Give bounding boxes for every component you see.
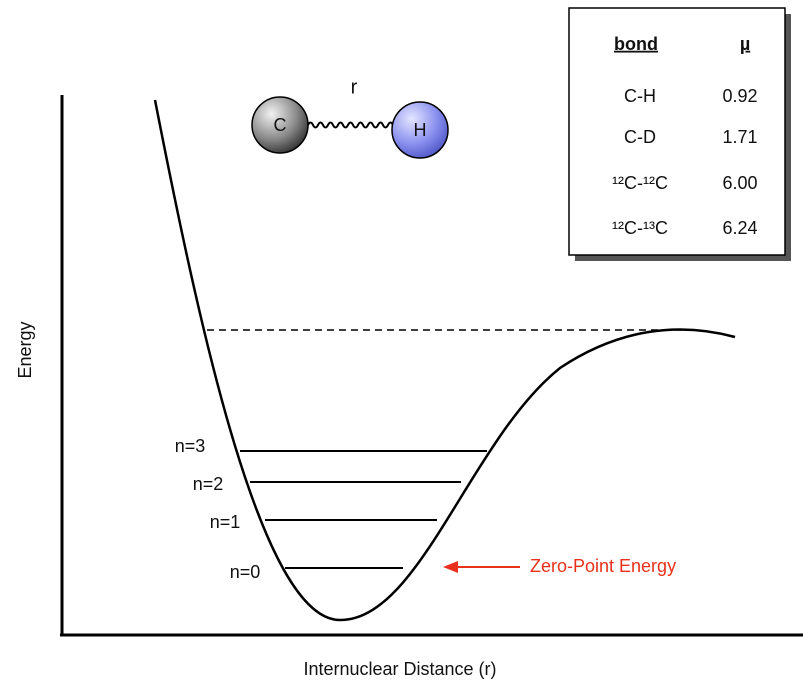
table-cell: ¹²C-¹³C — [612, 218, 668, 238]
table-cell: 6.00 — [722, 173, 757, 193]
level-label: n=3 — [175, 436, 206, 456]
table-cell: 1.71 — [722, 127, 757, 147]
bond — [308, 123, 393, 128]
level-label: n=0 — [230, 562, 261, 582]
atom-label: C — [274, 115, 287, 135]
diagram: Energy Internuclear Distance (r) n=3 n=2… — [0, 0, 803, 687]
table-cell: C-D — [624, 127, 656, 147]
table-cell: C-H — [624, 86, 656, 106]
table-cell: 6.24 — [722, 218, 757, 238]
x-axis-label: Internuclear Distance (r) — [303, 659, 496, 679]
table-header: µ — [740, 34, 750, 54]
table-header: bond — [614, 34, 658, 54]
annotation: Zero-Point Energy — [530, 556, 676, 576]
annotation-arrowhead — [443, 561, 458, 573]
y-axis-label: Energy — [15, 321, 35, 378]
level-label: n=1 — [210, 512, 241, 532]
table-cell: ¹²C-¹²C — [612, 173, 668, 193]
table-cell: 0.92 — [722, 86, 757, 106]
bond-label: r — [351, 76, 358, 98]
atom-label: H — [414, 120, 427, 140]
level-label: n=2 — [193, 474, 224, 494]
